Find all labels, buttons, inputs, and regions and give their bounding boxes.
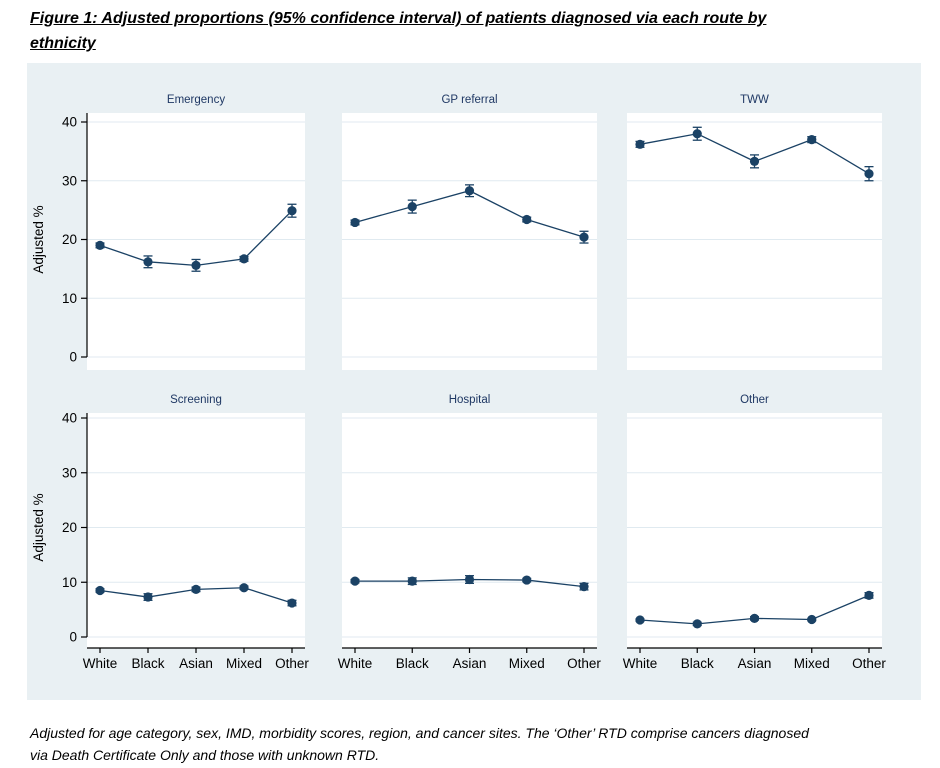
panel-title: Screening — [170, 394, 222, 406]
plot-region — [627, 413, 882, 648]
data-point-white — [95, 240, 105, 250]
y-axis-label: Adjusted % — [31, 493, 46, 561]
plot-region — [627, 113, 882, 370]
figure-footnote: Adjusted for age category, sex, IMD, mor… — [30, 722, 930, 767]
x-tick-label: Black — [396, 656, 429, 671]
figure-title: Figure 1: Adjusted proportions (95% conf… — [30, 7, 920, 57]
panel-emergency: Emergency 0 10 20 30 40 — [62, 94, 305, 370]
y-tick-label: 10 — [62, 291, 77, 306]
data-point-black — [407, 202, 417, 212]
panel-screening: Screening 0 10 20 30 40 White Black Asian Mixed Ot… — [62, 394, 309, 671]
data-point-other — [864, 169, 874, 179]
y-axis-label: Adjusted % — [31, 205, 46, 273]
data-point-mixed — [807, 135, 817, 145]
data-point-white — [350, 576, 360, 586]
x-tick-label: White — [338, 656, 373, 671]
data-point-black — [407, 576, 417, 586]
data-point-black — [692, 619, 702, 629]
chart-canvas: Emergency 0 10 20 30 40 GP referral TWW Screenin… — [31, 94, 887, 671]
y-tick-label: 0 — [69, 630, 77, 645]
data-point-other — [864, 590, 874, 600]
y-tick-label: 40 — [62, 115, 77, 130]
data-point-asian — [191, 584, 201, 594]
y-tick-label: 20 — [62, 232, 77, 247]
y-tick-label: 0 — [69, 350, 77, 365]
y-tick-label: 30 — [62, 173, 77, 188]
x-tick-label: Mixed — [509, 656, 545, 671]
x-tick-label: White — [623, 656, 658, 671]
panel-title: TWW — [740, 94, 769, 106]
x-tick-label: Black — [681, 656, 714, 671]
x-tick-label: Asian — [453, 656, 487, 671]
x-tick-label: White — [83, 656, 118, 671]
y-tick-label: 30 — [62, 465, 77, 480]
data-point-mixed — [522, 214, 532, 225]
x-tick-label: Other — [567, 656, 601, 671]
data-point-asian — [749, 156, 760, 166]
x-tick-label: Other — [852, 656, 886, 671]
y-tick-label: 20 — [62, 520, 77, 535]
data-point-black — [143, 592, 153, 602]
figure-footnote-line1: Adjusted for age category, sex, IMD, mor… — [30, 725, 809, 741]
x-tick-label: Asian — [179, 656, 213, 671]
plot-region — [87, 413, 305, 648]
data-point-white — [635, 139, 645, 149]
x-tick-label: Mixed — [226, 656, 262, 671]
panel-title: Other — [740, 394, 769, 406]
data-point-mixed — [807, 614, 817, 625]
x-tick-label: Mixed — [794, 656, 830, 671]
panel-title: Hospital — [449, 394, 491, 406]
y-tick-label: 10 — [62, 575, 77, 590]
panel-tww: TWW — [627, 94, 882, 370]
figure-footnote-line2: via Death Certificate Only and those wit… — [30, 747, 380, 764]
data-point-other — [579, 232, 589, 242]
data-point-other — [579, 582, 589, 592]
y-tick-label: 40 — [62, 411, 77, 426]
data-point-white — [350, 217, 360, 228]
data-point-mixed — [239, 254, 249, 264]
data-point-asian — [464, 574, 475, 585]
x-tick-label: Black — [131, 656, 164, 671]
panel-hospital: Hospital White Black Asian Mixed Other — [338, 394, 602, 671]
data-point-black — [692, 129, 702, 139]
figure-title-line1: Figure 1: Adjusted proportions (95% conf… — [30, 10, 767, 27]
data-point-white — [635, 615, 645, 625]
panel-title: Emergency — [167, 94, 225, 106]
x-tick-label: Asian — [738, 656, 772, 671]
data-point-asian — [191, 260, 201, 270]
panel-title: GP referral — [441, 94, 497, 106]
chart-figure: Emergency 0 10 20 30 40 GP referral TWW Screenin… — [27, 63, 921, 700]
data-point-black — [143, 257, 153, 267]
data-point-white — [95, 585, 105, 596]
data-point-mixed — [522, 575, 532, 585]
data-point-other — [287, 598, 297, 608]
data-point-asian — [749, 613, 760, 623]
data-point-mixed — [239, 583, 249, 593]
data-point-asian — [464, 186, 475, 196]
plot-region — [342, 413, 597, 648]
data-point-other — [287, 206, 297, 216]
plot-region — [87, 113, 305, 370]
plot-region — [342, 113, 597, 370]
x-tick-label: Other — [275, 656, 309, 671]
panel-gp-referral: GP referral — [342, 94, 597, 370]
panel-other: Other White Black Asian Mixed Other — [623, 394, 887, 671]
figure-title-line2: ethnicity — [30, 34, 96, 52]
